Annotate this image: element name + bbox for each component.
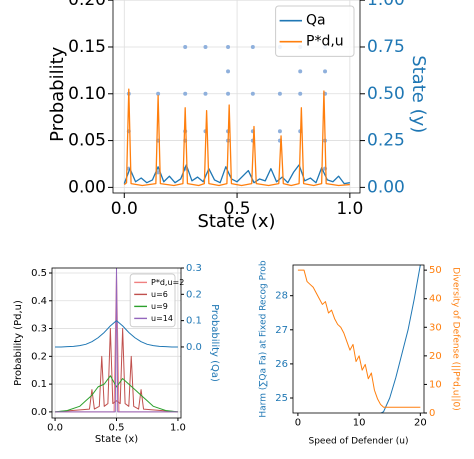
- legend-box: [275, 5, 355, 57]
- plot-area: [55, 268, 178, 413]
- y2-tick-label: 1.00: [367, 0, 405, 10]
- series-line: [297, 269, 421, 408]
- scatter-point: [183, 129, 188, 134]
- y2-tick-label: 10: [429, 379, 442, 390]
- scatter-point: [298, 69, 303, 74]
- scatter-point: [250, 91, 255, 96]
- scatter-point: [226, 91, 231, 96]
- x-axis-label: Speed of Defender (u): [308, 437, 408, 447]
- panel: 0.0 0.5 1.0 0.0 0.1 0.2 0.3 0.4 0.5 0.0 0.1 0.2 0.3 S…: [13, 263, 220, 445]
- legend-label: P*d,u: [306, 34, 344, 50]
- scatter-point: [156, 91, 161, 96]
- y-tick-label: 27: [275, 325, 288, 336]
- series-line: [55, 320, 178, 348]
- y-tick-label: 25: [275, 393, 288, 404]
- legend-label: u=6: [151, 290, 168, 299]
- y-tick-label: 26: [275, 359, 288, 370]
- y2-axis-label: State (y): [408, 55, 429, 133]
- scatter-point: [250, 44, 255, 49]
- axes-frame: [292, 264, 425, 414]
- series-line: [55, 328, 178, 413]
- panel: 0 10 20 25 26 27 28 0 10 20 30 40 50 Speed of Defende…: [259, 260, 461, 446]
- y2-axis-label: Probability (Qa): [209, 304, 220, 382]
- scatter-point: [277, 129, 282, 134]
- x-tick-label: 0.5: [224, 199, 251, 219]
- y-tick-label: 28: [275, 291, 288, 302]
- y-axis-label: Probability (Pd,u): [13, 300, 24, 386]
- series-line: [55, 375, 178, 413]
- series-line: [123, 88, 350, 187]
- y-tick-label: 0.20: [68, 0, 106, 10]
- y2-tick-label: 0.2: [186, 289, 202, 300]
- y2-tick-label: 0.00: [367, 177, 405, 197]
- y-tick-label: 0.00: [68, 177, 106, 197]
- plot-area: [297, 265, 421, 413]
- y-axis-label: Probability: [47, 46, 68, 141]
- scatter-point: [203, 91, 208, 96]
- legend-label: u=14: [151, 314, 173, 323]
- y-tick-label: 0.4: [31, 296, 47, 307]
- scatter-point: [156, 170, 161, 175]
- x-tick-label: 20: [414, 418, 427, 429]
- scatter-point: [298, 91, 303, 96]
- y-tick-label: 0.0: [31, 407, 47, 418]
- y2-tick-label: 50: [429, 265, 442, 276]
- legend-label: P*d,u=2: [151, 278, 184, 287]
- y-tick-label: 0.15: [68, 37, 106, 57]
- legend-label: Qa: [306, 13, 326, 29]
- x-tick-label: 0.5: [109, 423, 125, 434]
- series-line: [55, 268, 178, 413]
- y2-axis-label: Diversity of Defense (||P*d,u||0): [451, 267, 461, 410]
- y2-tick-label: 0.50: [367, 84, 405, 104]
- scatter-point: [226, 44, 231, 49]
- scatter-point: [277, 91, 282, 96]
- x-tick-label: 0.0: [47, 423, 63, 434]
- scatter-point: [323, 69, 328, 74]
- y-tick-label: 0.10: [68, 84, 106, 104]
- legend-label: u=9: [151, 302, 168, 311]
- y-tick-label: 0.1: [31, 379, 47, 390]
- y-tick-label: 0.5: [31, 268, 47, 279]
- scatter-point: [226, 69, 231, 74]
- x-tick-label: 1.0: [336, 199, 363, 219]
- x-tick-label: 0.0: [111, 199, 138, 219]
- x-tick-label: 1.0: [170, 423, 186, 434]
- y-tick-label: 0.2: [31, 351, 47, 362]
- y-axis-label: Harm (∑Qa Fa) at Fixed Recog Prob: [259, 260, 269, 418]
- legend-box: [129, 273, 176, 328]
- y2-tick-label: 30: [429, 322, 442, 333]
- y2-tick-label: 0.0: [186, 342, 202, 353]
- x-tick-label: 10: [353, 418, 366, 429]
- panel: 0.0 0.5 1.00.000.050.100.150.200.000.250.5…: [47, 0, 429, 232]
- y2-tick-label: 0: [429, 408, 435, 419]
- y2-tick-label: 0.1: [186, 316, 202, 327]
- x-axis-label: State (x): [197, 211, 275, 232]
- y2-tick-label: 0.75: [367, 37, 405, 57]
- scatter-point: [183, 44, 188, 49]
- scatter-point: [183, 91, 188, 96]
- x-tick-label: 0: [295, 418, 301, 429]
- x-axis-label: State (x): [95, 434, 138, 445]
- scatter-point: [203, 44, 208, 49]
- y-tick-label: 0.05: [68, 131, 106, 151]
- series-line: [123, 164, 350, 185]
- y-tick-label: 0.3: [31, 324, 47, 335]
- y2-tick-label: 20: [429, 351, 442, 362]
- y2-tick-label: 40: [429, 294, 442, 305]
- y2-tick-label: 0.25: [367, 131, 405, 151]
- series-line: [380, 265, 421, 413]
- y2-tick-label: 0.3: [186, 263, 202, 274]
